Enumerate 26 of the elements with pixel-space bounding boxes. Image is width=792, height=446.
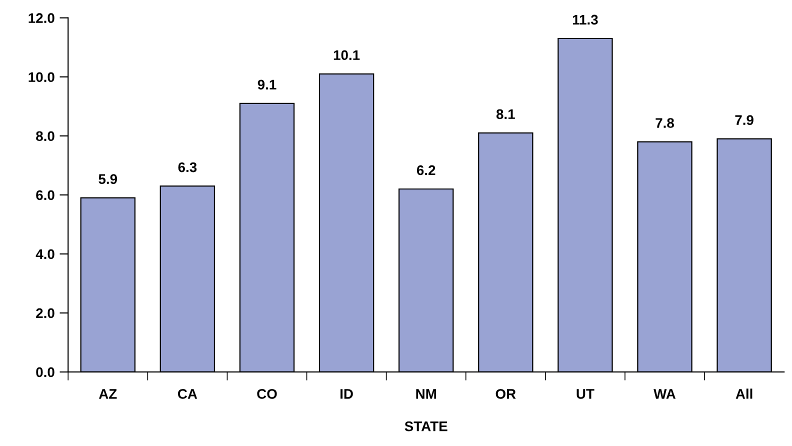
x-tick-label: NM: [416, 389, 436, 399]
x-tick-label: OR: [496, 388, 516, 399]
data-label: 9.1: [258, 80, 276, 90]
x-tick-label: UT: [576, 389, 594, 399]
x-tick-label: AZ: [98, 389, 117, 399]
data-label: 10.1: [334, 50, 360, 60]
y-tick-label: 0.0: [36, 367, 54, 378]
y-tick-label: 12.0: [28, 13, 54, 24]
x-tick-label: WA: [654, 389, 676, 399]
y-tick-label: 4.0: [36, 249, 54, 260]
y-tick-label: 2.0: [36, 308, 54, 318]
data-label: 11.3: [572, 14, 598, 25]
y-tick-label: 8.0: [36, 131, 54, 142]
x-tick-label: CO: [257, 388, 277, 399]
y-tick-label: 6.0: [36, 190, 54, 200]
data-label: 6.3: [178, 162, 197, 172]
x-tick-label: All: [736, 388, 752, 399]
y-tick-label: 10.0: [28, 72, 54, 82]
x-tick-label: CA: [178, 388, 198, 399]
data-label: 8.1: [496, 109, 515, 120]
data-label: 7.8: [656, 118, 674, 128]
data-label: 7.9: [735, 115, 754, 125]
data-label: 5.9: [98, 174, 118, 184]
x-axis-title: STATE: [404, 421, 448, 432]
data-label: 6.2: [416, 165, 436, 176]
x-tick-label: ID: [340, 389, 353, 399]
